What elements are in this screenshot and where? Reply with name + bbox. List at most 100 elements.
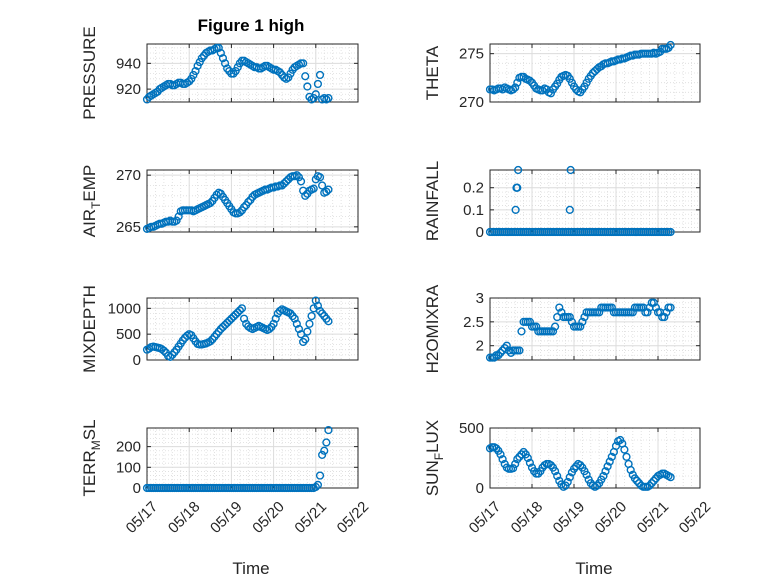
data-point-mixdepth [290,314,299,323]
y-axis-label: RAINFALL [423,161,442,241]
data-point-mixdepth [206,337,215,346]
data-point-sun_flux [546,461,556,470]
data-point-theta [511,83,520,92]
data-point-terr_msl [324,425,333,435]
data-point-sun_flux [632,476,642,485]
data-point-terr_msl [318,450,327,459]
data-point-air_temp [174,212,183,221]
y-tick-label: 0 [133,480,141,497]
data-point-mixdepth [239,314,249,323]
data-point-h2omixra [502,341,511,350]
data-point-pressure [311,90,320,99]
data-point-pressure [315,70,325,80]
data-point-mixdepth [159,346,168,355]
data-point-mixdepth [231,310,240,319]
data-point-terr_msl [311,482,320,492]
data-point-pressure [220,59,230,68]
data-point-mixdepth [301,335,310,344]
axes-h2omixra: 2 2.5 3 H2OMIXRA [423,284,701,373]
y-tick-label: 500 [116,326,141,343]
data-point-sun_flux [607,452,616,461]
data-point-mixdepth [216,324,225,334]
data-point-rainfall [566,165,575,175]
data-point-h2omixra [578,317,587,326]
data-point-rainfall [514,165,523,175]
data-point-mixdepth [235,306,244,315]
data-point-sun_flux [601,467,610,476]
y-tick-label: 0 [476,224,484,241]
y-tick-label: 2.5 [463,314,484,331]
data-point-air_temp [172,216,181,225]
data-point-air_temp [280,179,289,188]
data-point-sun_flux [553,471,562,481]
y-tick-label: 0 [476,480,484,497]
data-point-h2omixra [548,327,558,336]
axes-theta: 270 275 THETA [423,40,701,111]
data-point-sun_flux [599,471,608,481]
data-point-terr_msl [320,446,329,455]
data-point-h2omixra [490,353,499,362]
y-axis-label: PRESSURE [80,26,99,120]
axes-box [489,43,701,103]
data-point-h2omixra [525,317,535,326]
axes-box [489,297,701,361]
data-point-h2omixra [557,308,566,317]
y-tick-label: 940 [116,55,141,72]
data-point-sun_flux [534,469,543,478]
axes-box [146,427,359,489]
data-point-sun_flux [550,467,560,476]
y-axis-label: TERRMSL [80,419,103,496]
figure-title: Figure 1 high [198,16,305,35]
data-point-h2omixra [662,308,671,317]
data-point-sun_flux [498,455,507,464]
data-point-h2omixra [643,308,652,317]
data-point-air_temp [296,177,306,186]
data-point-h2omixra [567,317,577,326]
y-axis-label: MIXDEPTH [80,285,99,373]
data-point-rainfall [565,205,574,214]
axes-box [489,169,701,233]
y-tick-label: 275 [459,46,484,63]
data-point-sun_flux [576,461,585,470]
data-point-h2omixra [550,322,560,331]
data-point-h2omixra [565,312,574,322]
data-point-mixdepth [303,327,312,336]
data-point-sun_flux [511,459,520,469]
data-point-air_temp [244,197,253,207]
data-point-air_temp [315,173,325,182]
data-point-h2omixra [660,312,669,322]
data-point-air_temp [324,185,333,194]
y-axis-label: THETA [423,45,442,100]
data-point-pressure [218,54,228,63]
data-point-sun_flux [519,447,528,457]
data-point-h2omixra [494,351,503,360]
y-tick-label: 270 [459,94,484,111]
data-point-sun_flux [523,453,532,463]
data-point-mixdepth [265,324,274,334]
y-tick-label: 100 [116,459,141,476]
data-point-mixdepth [307,311,316,321]
data-point-sun_flux [496,450,505,459]
data-point-theta [513,78,522,87]
data-point-mixdepth [233,308,242,317]
data-point-pressure [313,79,323,89]
data-point-h2omixra [515,346,524,355]
data-point-sun_flux [569,464,579,473]
y-tick-label: 270 [116,167,141,184]
data-point-h2omixra [555,303,564,312]
data-point-rainfall [513,183,522,192]
data-point-mixdepth [218,322,228,332]
y-tick-label: 265 [116,219,141,236]
data-point-air_temp [322,187,331,196]
axes-pressure: 920 940 PRESSURE [80,26,359,120]
data-point-pressure [216,48,225,58]
data-point-sun_flux [666,473,675,482]
data-point-pressure [191,66,200,76]
data-point-sun_flux [603,462,612,471]
data-point-mixdepth [227,314,236,323]
data-point-h2omixra [517,327,526,336]
data-point-air_temp [206,198,215,208]
data-point-h2omixra [576,322,585,331]
data-point-air_temp [309,184,318,193]
